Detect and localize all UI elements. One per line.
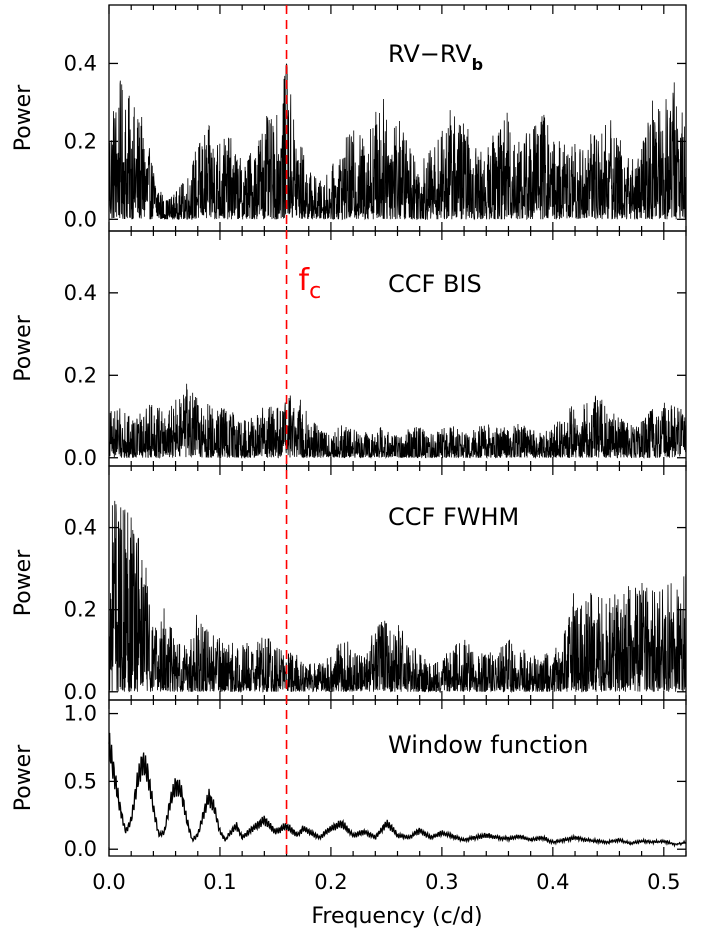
y-axis-title: Power xyxy=(11,549,36,616)
panel-3: 0.0 0.2 0.4 Power CCF FWHM xyxy=(11,465,687,704)
y-axis-title: Power xyxy=(11,314,36,381)
y-tick-label: 0.4 xyxy=(64,51,97,75)
x-axis-ticks: 0.0 0.1 0.2 0.3 0.4 0.5 xyxy=(92,870,680,894)
series-line xyxy=(108,383,687,459)
y-tick-label: 0.0 xyxy=(64,680,97,704)
y-tick-label: 0.0 xyxy=(64,446,97,470)
y-axis-title: Power xyxy=(11,84,36,151)
y-axis-title: Power xyxy=(11,744,36,811)
y-tick-label: 0.2 xyxy=(64,598,97,622)
x-tick-label: 0.2 xyxy=(314,870,347,894)
x-tick-label: 0.0 xyxy=(92,870,125,894)
y-tick-label: 0.2 xyxy=(64,129,97,153)
panel-label: CCF BIS xyxy=(388,270,482,298)
panel-4: 0.0 0.5 1.0 Power Window function xyxy=(11,699,687,861)
panels-group: 0.0 0.2 0.4 Power RV−RVb 0.0 0.2 0.4 Power CCF BI… xyxy=(11,4,687,861)
series-line xyxy=(108,63,687,221)
x-tick-label: 0.3 xyxy=(425,870,458,894)
panel-label: CCF FWHM xyxy=(388,503,519,531)
series-line xyxy=(108,500,687,694)
fc-marker-label: fc xyxy=(299,263,322,304)
panel-frame xyxy=(108,699,687,857)
y-tick-label: 0.4 xyxy=(64,516,97,540)
y-tick-label: 0.0 xyxy=(64,207,97,231)
panel-2: 0.0 0.2 0.4 Power CCF BIS xyxy=(11,230,687,470)
y-tick-label: 0.0 xyxy=(64,837,97,861)
x-tick-label: 0.1 xyxy=(203,870,236,894)
panel-label: Window function xyxy=(388,731,588,759)
y-tick-label: 0.2 xyxy=(64,363,97,387)
y-tick-label: 0.4 xyxy=(64,281,97,305)
panel-1: 0.0 0.2 0.4 Power RV−RVb xyxy=(11,4,687,232)
panel-label: RV−RVb xyxy=(388,40,483,74)
x-axis-title: Frequency (c/d) xyxy=(311,904,482,929)
series-line xyxy=(108,732,687,848)
x-tick-label: 0.4 xyxy=(536,870,569,894)
y-tick-label: 0.5 xyxy=(64,769,97,793)
x-tick-label: 0.5 xyxy=(647,870,680,894)
y-tick-label: 1.0 xyxy=(64,702,97,726)
